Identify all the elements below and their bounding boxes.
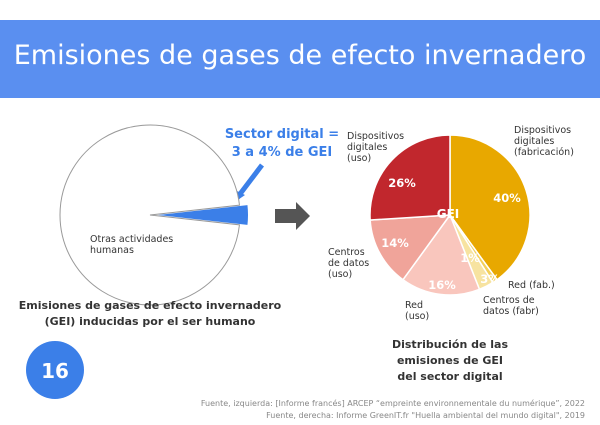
value-label: 16% bbox=[428, 278, 456, 292]
source: Fuente, derecha: Informe GreenIT.fr "Hue… bbox=[266, 411, 585, 420]
chart-caption: Emisiones de gases de efecto invernadero… bbox=[18, 299, 282, 328]
pie-slice bbox=[369, 214, 452, 281]
pie-slice bbox=[158, 205, 248, 225]
slice-label: Dispositivos digitales (fabricación) bbox=[514, 125, 574, 158]
page-number: 16 bbox=[41, 359, 69, 383]
value-label: 1% bbox=[460, 251, 480, 265]
slice-label: Red (fab.) bbox=[508, 280, 555, 291]
value-label: 14% bbox=[381, 236, 409, 250]
header-band bbox=[0, 20, 600, 98]
arrow bbox=[275, 202, 310, 230]
value-label: 3% bbox=[480, 272, 500, 286]
center-label: GEI bbox=[436, 207, 460, 221]
chart-caption: Distribución de las emisiones de GEI del… bbox=[391, 338, 509, 383]
slice-label: Centros de datos (uso) bbox=[328, 247, 370, 280]
annotation: 3 a 4% de GEI bbox=[231, 145, 333, 160]
slice-label: Red (uso) bbox=[405, 300, 430, 322]
annotation: Sector digital = bbox=[224, 127, 340, 142]
value-label: 40% bbox=[493, 191, 521, 205]
pointer-line bbox=[235, 163, 264, 200]
pie-slice bbox=[369, 134, 451, 221]
pie-slice bbox=[401, 213, 481, 296]
page-badge bbox=[26, 341, 84, 399]
slice-label: Dispositivos digitales (uso) bbox=[347, 131, 405, 164]
source: Fuente, izquierda: [Informe francés] ARC… bbox=[200, 399, 585, 408]
value-label: 26% bbox=[388, 176, 416, 190]
slice-label: Otras actividades humanas bbox=[90, 234, 174, 256]
slide-title: Emisiones de gases de efecto invernadero bbox=[13, 40, 587, 71]
slice-label: Centros de datos (fabr) bbox=[483, 295, 539, 317]
pie-slice bbox=[449, 134, 531, 281]
pie-slice bbox=[59, 124, 241, 306]
